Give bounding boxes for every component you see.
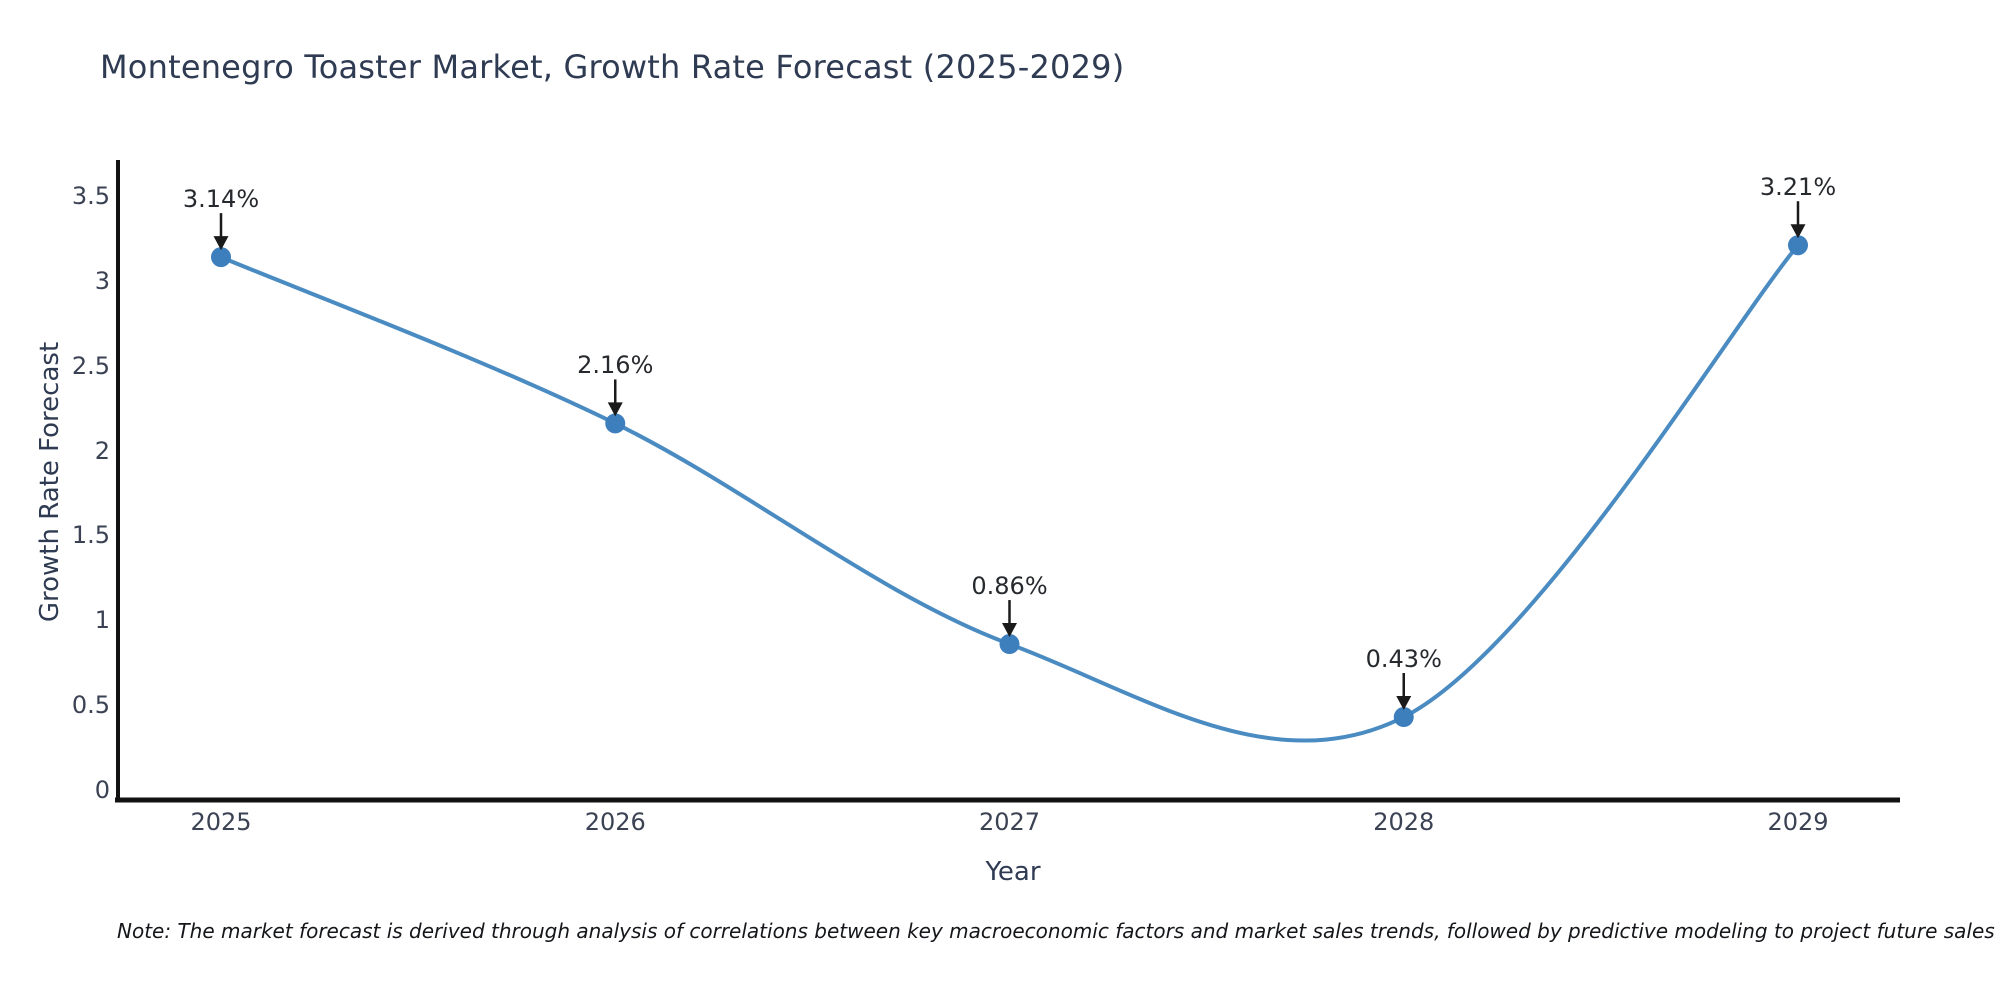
y-tick-label: 1 — [94, 606, 110, 635]
x-tick-label: 2029 — [1767, 808, 1829, 836]
data-point-marker — [999, 634, 1020, 655]
footnote: Note: The market forecast is derived thr… — [117, 919, 1995, 943]
growth-rate-spline — [219, 243, 1800, 743]
annotation-arrow-head — [607, 402, 623, 417]
y-tick-label: 3.5 — [71, 182, 110, 210]
data-point-label: 0.43% — [1365, 645, 1442, 674]
x-tick-label: 2026 — [584, 808, 646, 836]
y-tick-label: 0 — [94, 776, 110, 804]
data-point-marker — [211, 247, 231, 268]
data-point-marker — [1393, 707, 1414, 728]
data-point-label: 0.86% — [971, 572, 1048, 601]
x-axis-title: Year — [985, 857, 1041, 887]
y-tick-label: 0.5 — [71, 691, 110, 720]
data-point-label: 2.16% — [577, 351, 654, 380]
y-tick-label: 2 — [94, 436, 110, 465]
annotation-arrow-head — [1790, 224, 1806, 239]
x-tick-label: 2028 — [1373, 808, 1435, 836]
y-tick-label: 1.5 — [71, 521, 110, 550]
x-tick-label: 2025 — [190, 808, 252, 836]
y-tick-label: 2.5 — [71, 351, 110, 380]
data-point-label: 3.21% — [1759, 173, 1837, 202]
x-tick-label: 2027 — [978, 808, 1041, 836]
annotation-arrow-head — [1002, 623, 1017, 638]
annotation-arrow-head — [213, 236, 229, 251]
data-point-marker — [605, 413, 626, 434]
y-tick-label: 3 — [94, 266, 110, 295]
annotation-arrow-head — [1396, 696, 1412, 711]
y-axis-title: Growth Rate Forecast — [35, 341, 65, 623]
data-point-label: 3.14% — [182, 185, 260, 214]
chart-title: Montenegro Toaster Market, Growth Rate F… — [100, 48, 1125, 86]
data-point-marker — [1788, 235, 1808, 256]
